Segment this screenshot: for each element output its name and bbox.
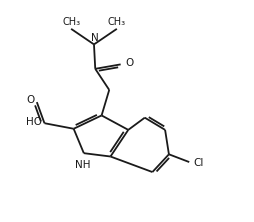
Text: NH: NH	[75, 160, 90, 170]
Text: Cl: Cl	[193, 158, 203, 168]
Text: N: N	[91, 33, 99, 43]
Text: CH₃: CH₃	[108, 17, 126, 27]
Text: CH₃: CH₃	[62, 17, 80, 27]
Text: HO: HO	[26, 117, 42, 127]
Text: O: O	[26, 95, 34, 105]
Text: O: O	[125, 58, 133, 68]
